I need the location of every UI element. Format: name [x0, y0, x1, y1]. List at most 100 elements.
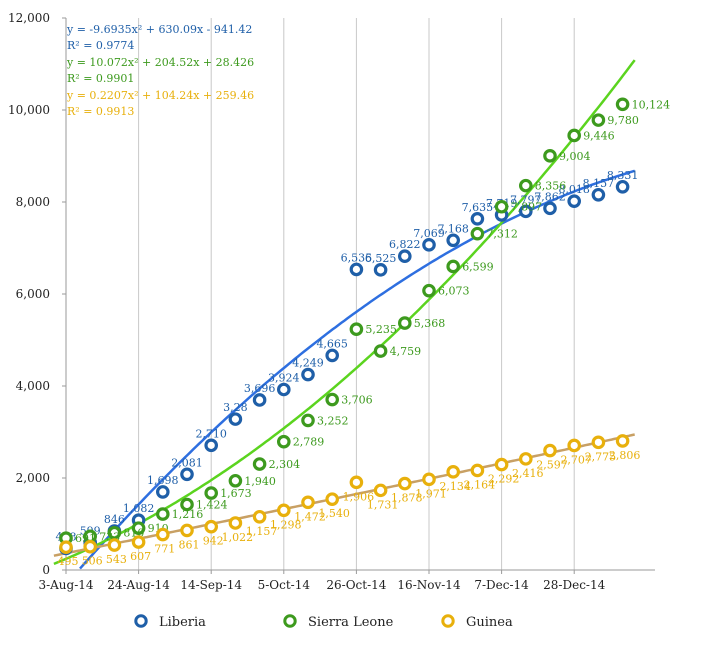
y-tick-label: 8,000: [16, 195, 50, 209]
point-guinea: [228, 516, 243, 530]
series-sierra-leone: 691 733 810 9101,2161,4241,6731,9402,3042,7…: [59, 97, 671, 545]
point-sierra-leone: [543, 149, 557, 163]
point-guinea: [59, 540, 73, 555]
data-label-liberia: 3,924: [268, 371, 300, 384]
trend-equation-guinea: y = 0.2207x² + 104.24x + 259.46: [66, 89, 254, 102]
point-guinea: [373, 483, 388, 498]
data-label-liberia: 6,525: [365, 252, 397, 265]
point-liberia: [543, 201, 557, 216]
data-label-liberia: 7,797: [510, 193, 542, 206]
point-liberia: [470, 211, 485, 226]
data-label-guinea: 2,775: [585, 450, 617, 463]
data-label-liberia: 8,018: [558, 183, 590, 196]
point-guinea: [615, 434, 630, 448]
trend-equations: y = -9.6935x² + 630.09x - 941.42 R² = 0.9…: [66, 23, 254, 118]
y-tick-label: 6,000: [16, 287, 50, 301]
data-label-sierra-leone: 1,940: [244, 475, 276, 488]
point-sierra-leone: [252, 457, 267, 471]
data-label-guinea: 1,022: [222, 531, 254, 544]
data-label-sierra-leone: 8,356: [535, 180, 567, 193]
point-liberia: [591, 187, 606, 202]
point-liberia: [567, 194, 581, 208]
point-guinea: [107, 538, 122, 552]
data-label-sierra-leone: 1,216: [172, 508, 204, 521]
y-tick-label: 12,000: [8, 11, 50, 25]
point-guinea: [131, 535, 146, 549]
data-label-liberia: 7,069: [413, 227, 445, 240]
point-liberia: [156, 485, 170, 499]
data-label-sierra-leone: 5,368: [414, 317, 446, 330]
data-label-sierra-leone: 7,897: [511, 201, 542, 214]
data-label-sierra-leone: 2,789: [293, 436, 325, 449]
legend-marker-guinea: [441, 614, 455, 628]
data-label-sierra-leone: 3,706: [341, 394, 373, 407]
point-guinea: [567, 438, 581, 453]
data-label-guinea: 2,164: [464, 478, 496, 491]
point-liberia: [615, 179, 630, 194]
data-label-guinea: 2,806: [609, 449, 641, 462]
data-label-sierra-leone: 5,235: [365, 323, 397, 336]
point-liberia: [228, 412, 243, 426]
y-tick-label: 10,000: [8, 103, 50, 117]
point-guinea: [543, 443, 557, 458]
data-label-guinea: 1,731: [367, 498, 399, 511]
x-tick-label: 3-Aug-14: [38, 578, 93, 592]
data-label-sierra-leone: 6,073: [438, 285, 470, 298]
data-label-liberia: 7,862: [534, 190, 566, 203]
point-sierra-leone: [228, 473, 243, 488]
x-tick-label: 24-Aug-14: [107, 578, 170, 592]
data-label-guinea: 942: [203, 535, 224, 548]
point-sierra-leone: [204, 486, 218, 500]
data-label-sierra-leone: 7,312: [486, 228, 518, 241]
data-label-liberia: 1,698: [147, 474, 179, 487]
data-label-liberia: 1,082: [123, 502, 155, 515]
data-label-sierra-leone: 10,124: [632, 98, 671, 111]
trend-equation-liberia: y = -9.6935x² + 630.09x - 941.42: [66, 23, 252, 36]
point-sierra-leone: [591, 113, 606, 127]
trendline-sierra-leone: [53, 59, 636, 566]
trend-lines: [53, 59, 636, 570]
point-guinea: [301, 495, 315, 510]
data-label-sierra-leone: 1,673: [220, 487, 252, 500]
point-sierra-leone: [615, 97, 630, 112]
data-label-liberia: 6,535: [341, 251, 373, 264]
data-label-liberia: 8,331: [607, 169, 639, 182]
data-label-sierra-leone: 6,599: [462, 260, 494, 273]
r-squared-guinea: R² = 0.9913: [67, 105, 134, 118]
point-sierra-leone: [446, 259, 460, 274]
data-label-liberia: 3,696: [244, 382, 276, 395]
data-label-liberia: 7,168: [437, 222, 469, 235]
x-tick-label: 5-Oct-14: [258, 578, 311, 592]
point-guinea: [494, 457, 509, 472]
point-liberia: [446, 233, 460, 248]
data-label-guinea: 2,416: [512, 467, 544, 480]
data-label-guinea: 607: [130, 550, 151, 563]
legend-label-guinea: Guinea: [466, 615, 513, 630]
point-sierra-leone: [349, 322, 364, 336]
data-label-guinea: 1,298: [270, 518, 302, 531]
data-label-sierra-leone: 2,304: [269, 458, 301, 471]
point-guinea: [446, 465, 460, 479]
point-sierra-leone: [325, 392, 339, 407]
point-guinea: [325, 492, 339, 506]
trendline-liberia: [79, 169, 636, 570]
data-label-guinea: 2,597: [536, 459, 568, 472]
x-tick-label: 28-Dec-14: [543, 578, 605, 592]
trend-equation-sierra-leone: y = 10.072x² + 204.52x + 28.426: [66, 56, 254, 69]
r-squared-liberia: R² = 0.9774: [67, 39, 134, 52]
point-guinea: [83, 539, 97, 554]
point-sierra-leone: [494, 199, 509, 214]
y-tick-label: 0: [42, 563, 50, 577]
legend: Liberia Sierra Leone Guinea: [134, 614, 513, 630]
x-tick-label: 7-Dec-14: [474, 578, 529, 592]
point-sierra-leone: [156, 507, 170, 521]
point-sierra-leone: [567, 128, 581, 143]
data-label-guinea: 506: [82, 555, 103, 568]
point-liberia: [349, 262, 364, 277]
point-liberia: [252, 393, 267, 407]
r-squared-sierra-leone: R² = 0.9901: [67, 72, 134, 85]
point-liberia: [518, 204, 533, 219]
point-liberia: [204, 438, 218, 453]
